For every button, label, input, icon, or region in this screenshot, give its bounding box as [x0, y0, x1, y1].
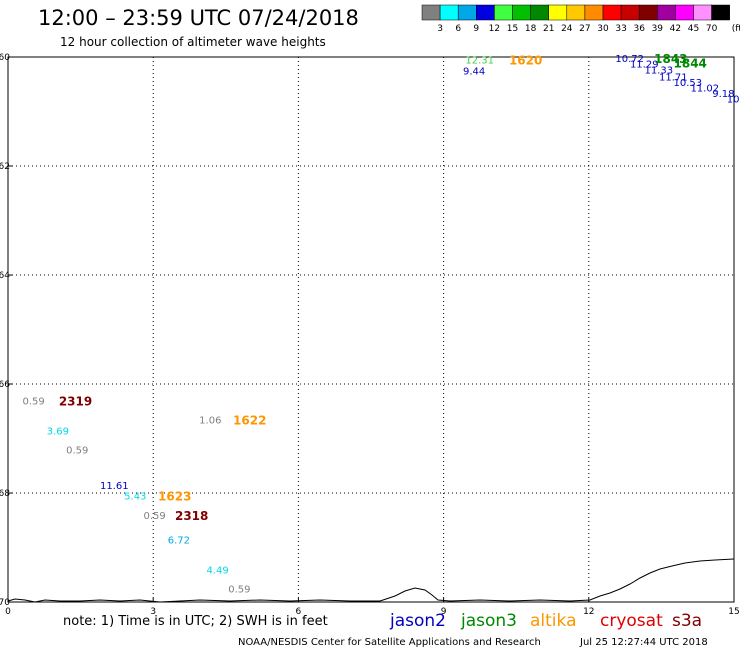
swh-value-label: 11.02	[690, 84, 719, 95]
swh-value-label: 9.44	[463, 67, 485, 78]
pass-time-label: 1623	[158, 490, 191, 504]
x-tick-label: 9	[441, 607, 447, 617]
x-tick-label: 6	[296, 607, 302, 617]
axis-ticks: 0 3 6 9 12 15 -60 -62 -64 -66 -68 -70	[0, 53, 740, 617]
chart-subtitle: 12 hour collection of altimeter wave hei…	[60, 35, 326, 49]
scale-swatch	[602, 4, 622, 21]
mission-legend-item: cryosat	[600, 611, 663, 631]
chart-title: 12:00 – 23:59 UTC 07/24/2018	[38, 6, 359, 30]
scale-swatch	[620, 4, 640, 21]
scale-swatch	[494, 4, 513, 21]
swh-value-label: 0.59	[144, 511, 166, 522]
scale-label: 45	[688, 24, 699, 34]
pass-time-label: 1844	[674, 56, 707, 70]
swh-value-label: 0.59	[228, 584, 250, 595]
swh-value-label: 5.43	[124, 492, 146, 503]
scale-label: 36	[633, 24, 645, 34]
scale-swatch	[584, 4, 604, 21]
scale-swatch	[512, 4, 531, 21]
scale-swatch	[421, 4, 441, 21]
swh-value-label: 0.59	[66, 445, 88, 456]
x-tick-label: 3	[150, 607, 156, 617]
scale-swatch	[675, 4, 694, 21]
pass-time-label: 2318	[175, 509, 208, 523]
pass-time-label: 2319	[59, 394, 92, 408]
coastline	[7, 558, 735, 603]
scale-unit: (ft)	[732, 24, 740, 34]
swh-value-label: 1.06	[199, 415, 221, 426]
y-tick-label: -62	[0, 162, 10, 172]
scale-swatch	[457, 4, 477, 21]
plot-frame	[7, 56, 735, 603]
scale-label: 24	[561, 24, 573, 34]
scale-swatch	[657, 4, 676, 21]
scale-label: 3	[437, 24, 443, 34]
scale-label: 12	[489, 24, 500, 34]
scale-swatch	[638, 4, 658, 21]
mission-legend-item: s3a	[672, 611, 702, 631]
scale-swatch	[548, 4, 568, 21]
scale-label: 27	[579, 24, 590, 34]
y-tick-label: -60	[0, 53, 10, 63]
scale-label: 18	[525, 24, 537, 34]
scale-label: 30	[597, 24, 609, 34]
scale-swatch	[439, 4, 459, 21]
scale-swatch	[566, 4, 586, 21]
footer-note: note: 1) Time is in UTC; 2) SWH is in fe…	[63, 614, 328, 629]
mission-legend-item: altika	[530, 611, 577, 631]
scale-swatch	[530, 4, 549, 21]
swh-value-label: 0.59	[23, 396, 45, 407]
swh-value-label: 11.61	[100, 481, 129, 492]
scale-label: 33	[615, 24, 626, 34]
scale-label: 42	[670, 24, 681, 34]
swh-value-label: 10	[727, 94, 740, 105]
y-tick-label: -66	[0, 380, 10, 390]
scale-label: 9	[473, 24, 479, 34]
x-tick-label: 0	[5, 607, 11, 617]
x-tick-label: 15	[728, 607, 739, 617]
swh-labels: 12.319.44 10.7211.2911.3311.7110.5311.029…	[23, 54, 740, 595]
timestamp: Jul 25 12:27:44 UTC 2018	[579, 637, 708, 648]
scale-label: 21	[543, 24, 554, 34]
scale-label: 39	[652, 24, 664, 34]
pass-time-label: 1620	[509, 54, 542, 68]
mission-legend-item: jason3	[460, 611, 517, 631]
y-tick-label: -64	[0, 271, 10, 281]
mission-legend: jason2 jason3 altika cryosat s3a	[389, 611, 702, 631]
gridlines	[8, 57, 734, 602]
swh-value-label: 11.33	[644, 66, 673, 77]
pass-time-label: 1622	[233, 413, 266, 427]
swh-value-label: 10.53	[674, 78, 703, 89]
swh-value-label: 10.72	[615, 54, 644, 65]
credit-line: NOAA/NESDIS Center for Satellite Applica…	[238, 637, 541, 648]
swh-value-label: 11.29	[630, 60, 659, 71]
y-tick-label: -70	[0, 598, 10, 608]
swh-value-label: 9.18	[712, 89, 734, 100]
swh-value-label: 3.69	[47, 426, 69, 437]
swh-value-label: 11.71	[659, 73, 688, 84]
scale-swatch	[693, 4, 712, 21]
y-tick-label: -68	[0, 489, 10, 499]
scale-label: 70	[706, 24, 718, 34]
mission-legend-item: jason2	[389, 611, 446, 631]
swh-value-label: 6.72	[168, 535, 190, 546]
pass-time-label: 1843	[654, 52, 687, 66]
x-tick-label: 12	[583, 607, 594, 617]
scale-swatch	[711, 4, 730, 21]
scale-swatch	[476, 4, 495, 21]
swh-value-label: 4.49	[206, 565, 228, 576]
swh-value-label: 12.31	[465, 56, 494, 67]
scale-label: 6	[455, 24, 461, 34]
scale-label: 15	[507, 24, 518, 34]
